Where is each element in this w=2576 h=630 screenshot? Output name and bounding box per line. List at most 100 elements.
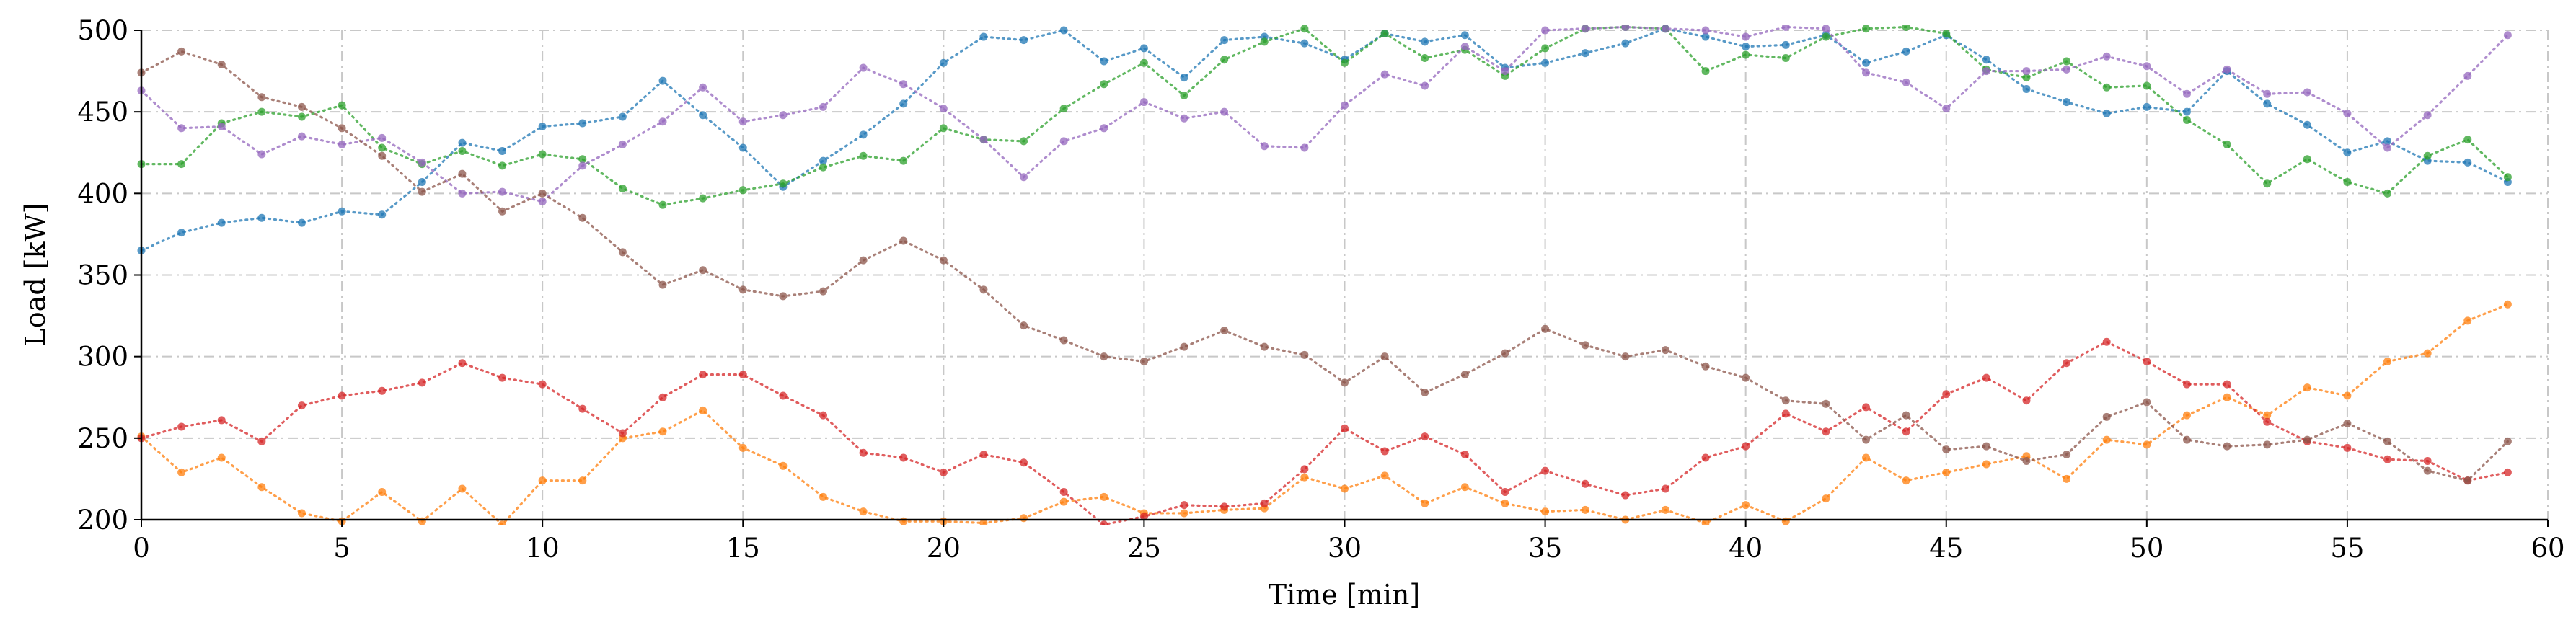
data-point (1341, 424, 1349, 432)
data-point (1220, 56, 1229, 64)
data-point (1742, 501, 1750, 510)
data-point (2423, 111, 2432, 120)
data-point (538, 476, 547, 485)
data-point (1902, 47, 1910, 56)
data-point (257, 483, 266, 492)
data-point (1581, 49, 1589, 58)
data-point (1059, 105, 1068, 113)
data-point (177, 160, 186, 169)
data-point (2182, 380, 2191, 389)
data-point (658, 117, 667, 126)
data-point (2303, 435, 2311, 444)
data-point (297, 112, 306, 121)
data-point (2022, 67, 2031, 76)
data-point (1020, 321, 1028, 330)
x-tick-label: 40 (1729, 533, 1763, 564)
data-point (2143, 440, 2151, 449)
data-point (2343, 443, 2352, 452)
data-point (2182, 89, 2191, 98)
data-point (1100, 352, 1108, 361)
data-point (2383, 357, 2392, 365)
data-point (1581, 341, 1589, 350)
data-point (1862, 58, 1871, 67)
data-point (2343, 419, 2352, 427)
data-point (177, 468, 186, 476)
data-point (2182, 107, 2191, 116)
data-point (2223, 442, 2231, 451)
data-point (1380, 30, 1389, 38)
data-point (338, 207, 346, 216)
data-point (2423, 457, 2432, 466)
data-point (257, 93, 266, 102)
data-point (1541, 466, 1550, 475)
data-point (2182, 115, 2191, 124)
data-point (257, 107, 266, 116)
data-point (418, 187, 426, 196)
y-tick-label: 450 (77, 97, 128, 128)
data-point (899, 99, 908, 108)
data-point (618, 248, 627, 257)
data-point (658, 393, 667, 401)
series-line (140, 50, 2509, 482)
data-point (538, 150, 547, 159)
data-point (1460, 450, 1469, 458)
data-point (2423, 349, 2432, 358)
data-point (2102, 412, 2111, 421)
data-point (1300, 39, 1309, 48)
data-point (498, 207, 507, 216)
data-point (1059, 137, 1068, 146)
data-point (1020, 458, 1028, 467)
data-point (1180, 114, 1188, 123)
data-point (1139, 58, 1148, 67)
data-point (699, 371, 707, 379)
data-point (1139, 44, 1148, 53)
data-point (738, 117, 747, 126)
data-point (1059, 336, 1068, 345)
series-5 (137, 25, 2512, 206)
data-point (458, 146, 467, 155)
data-point (939, 468, 948, 476)
data-point (1742, 43, 1750, 51)
data-point (658, 427, 667, 436)
data-point (1501, 349, 1509, 358)
data-point (2223, 140, 2231, 148)
data-point (939, 58, 948, 67)
series-line (140, 25, 2509, 206)
data-point (2383, 143, 2392, 152)
data-point (1862, 435, 1871, 444)
data-point (2223, 393, 2231, 401)
series-2 (137, 300, 2512, 525)
data-point (498, 520, 507, 525)
data-point (498, 187, 507, 196)
data-point (899, 236, 908, 245)
data-point (1781, 396, 1790, 405)
data-point (2063, 65, 2071, 74)
data-point (297, 401, 306, 410)
data-point (1781, 517, 1790, 525)
data-point (1100, 124, 1108, 133)
data-point (2303, 120, 2311, 129)
data-point (2503, 31, 2512, 40)
data-point (338, 101, 346, 110)
data-point (2463, 71, 2472, 80)
data-point (1822, 25, 1830, 33)
data-point (1380, 471, 1389, 480)
data-point (1421, 432, 1429, 441)
data-point (2143, 81, 2151, 90)
data-point (2503, 468, 2512, 476)
data-point (819, 492, 827, 501)
data-point (1020, 514, 1028, 523)
data-point (1621, 39, 1630, 48)
data-point (1300, 465, 1309, 474)
x-tick-label: 30 (1328, 533, 1362, 564)
data-point (859, 151, 868, 160)
data-point (2263, 417, 2272, 426)
data-point (1781, 409, 1790, 418)
data-point (979, 450, 988, 458)
data-point (1180, 342, 1188, 351)
data-point (2143, 398, 2151, 407)
data-point (458, 138, 467, 147)
data-point (1020, 173, 1028, 182)
data-point (618, 429, 627, 438)
data-point (2263, 411, 2272, 420)
